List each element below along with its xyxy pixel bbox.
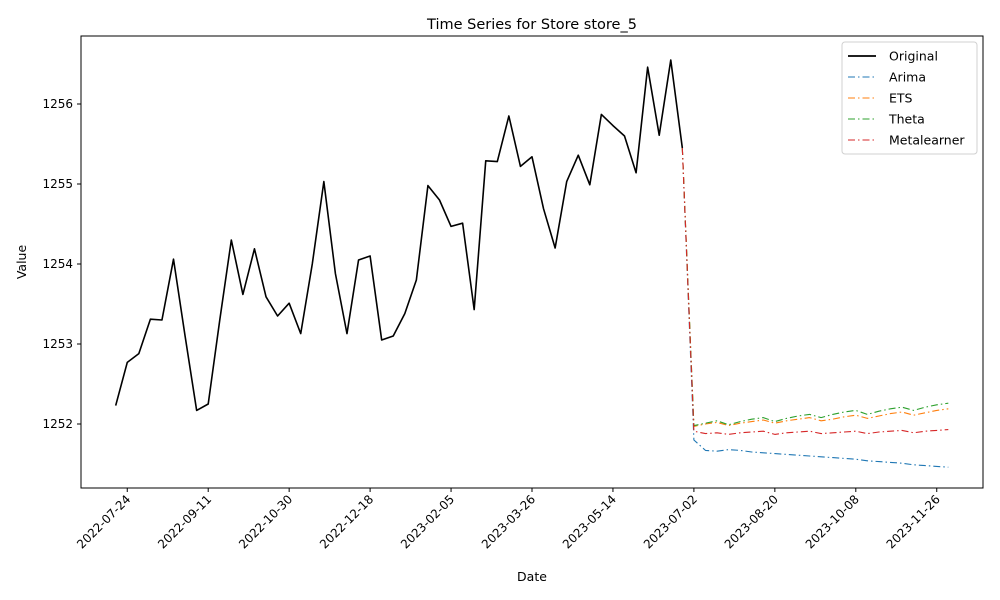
series-line-metalearner	[681, 147, 949, 435]
legend-label-original: Original	[889, 49, 938, 64]
series-line-original	[114, 59, 684, 412]
legend-label-metalearner: Metalearner	[889, 133, 965, 148]
y-axis-label: Value	[14, 245, 29, 280]
chart-title: Time Series for Store store_5	[426, 17, 637, 33]
y-tick-label: 1252	[42, 417, 73, 431]
series-line-ets	[681, 147, 949, 427]
legend: Original Arima ETS Theta Metalearner	[841, 41, 978, 155]
y-axis: 1252 1253 1254 1255 1256	[42, 97, 81, 431]
series-line-theta	[681, 147, 949, 427]
plot-series	[114, 59, 949, 468]
series-line-arima	[681, 147, 949, 468]
y-tick-label: 1253	[42, 337, 73, 351]
legend-label-theta: Theta	[888, 112, 925, 127]
legend-label-ets: ETS	[889, 91, 913, 106]
legend-box	[841, 41, 978, 155]
x-axis-label: Date	[517, 569, 547, 584]
y-tick-label: 1254	[42, 257, 73, 271]
legend-label-arima: Arima	[889, 70, 926, 85]
y-tick-label: 1255	[42, 177, 73, 191]
y-tick-label: 1256	[42, 97, 73, 111]
